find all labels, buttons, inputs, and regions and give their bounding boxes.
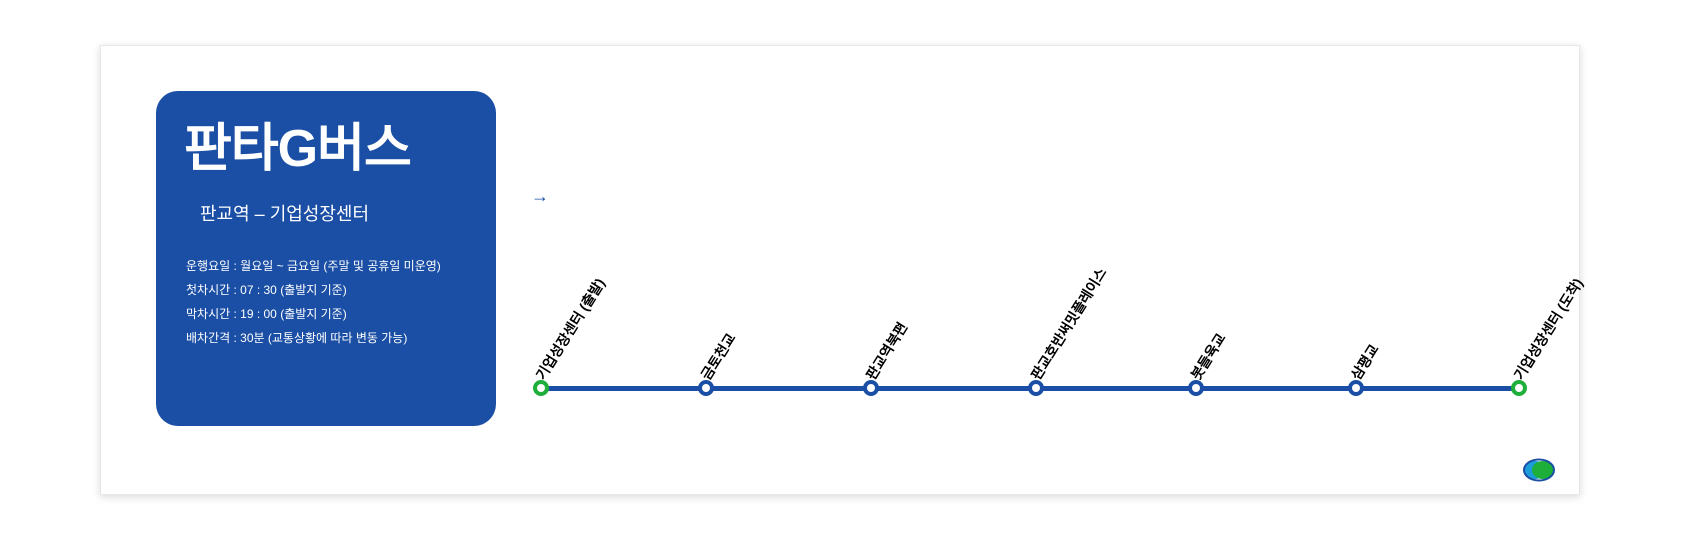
stop-label: 봇들육교	[1186, 329, 1230, 383]
info-panel: 판타G버스 판교역 – 기업성장센터 운행요일 : 월요일 ~ 금요일 (주말 …	[156, 91, 496, 426]
stop-label: 삼평교	[1346, 340, 1383, 383]
route-subtitle: 판교역 – 기업성장센터	[200, 200, 468, 226]
stop-label: 기업성장센터 (도착)	[1509, 274, 1588, 383]
brand-logo-icon	[1521, 458, 1557, 482]
stop-label: 금토천교	[696, 329, 740, 383]
info-line: 배차간격 : 30분 (교통상황에 따라 변동 가능)	[186, 326, 468, 350]
info-line: 운행요일 : 월요일 ~ 금요일 (주말 및 공휴일 미운영)	[186, 254, 468, 278]
info-line: 첫차시간 : 07 : 30 (출발지 기준)	[186, 278, 468, 302]
info-line: 막차시간 : 19 : 00 (출발지 기준)	[186, 302, 468, 326]
stop-label: 판교역북편	[861, 318, 912, 383]
stop-label: 기업성장센터 (출발)	[531, 274, 610, 383]
route-card: 판타G버스 판교역 – 기업성장센터 운행요일 : 월요일 ~ 금요일 (주말 …	[100, 45, 1580, 495]
direction-arrow-icon: →	[531, 186, 549, 207]
stop-label: 판교호반써밋플레이스	[1026, 264, 1111, 384]
route-diagram: → 기업성장센터 (출발)금토천교판교역북편판교호반써밋플레이스봇들육교삼평교기…	[531, 176, 1531, 436]
info-list: 운행요일 : 월요일 ~ 금요일 (주말 및 공휴일 미운영)첫차시간 : 07…	[186, 254, 468, 350]
route-title: 판타G버스	[184, 121, 468, 178]
